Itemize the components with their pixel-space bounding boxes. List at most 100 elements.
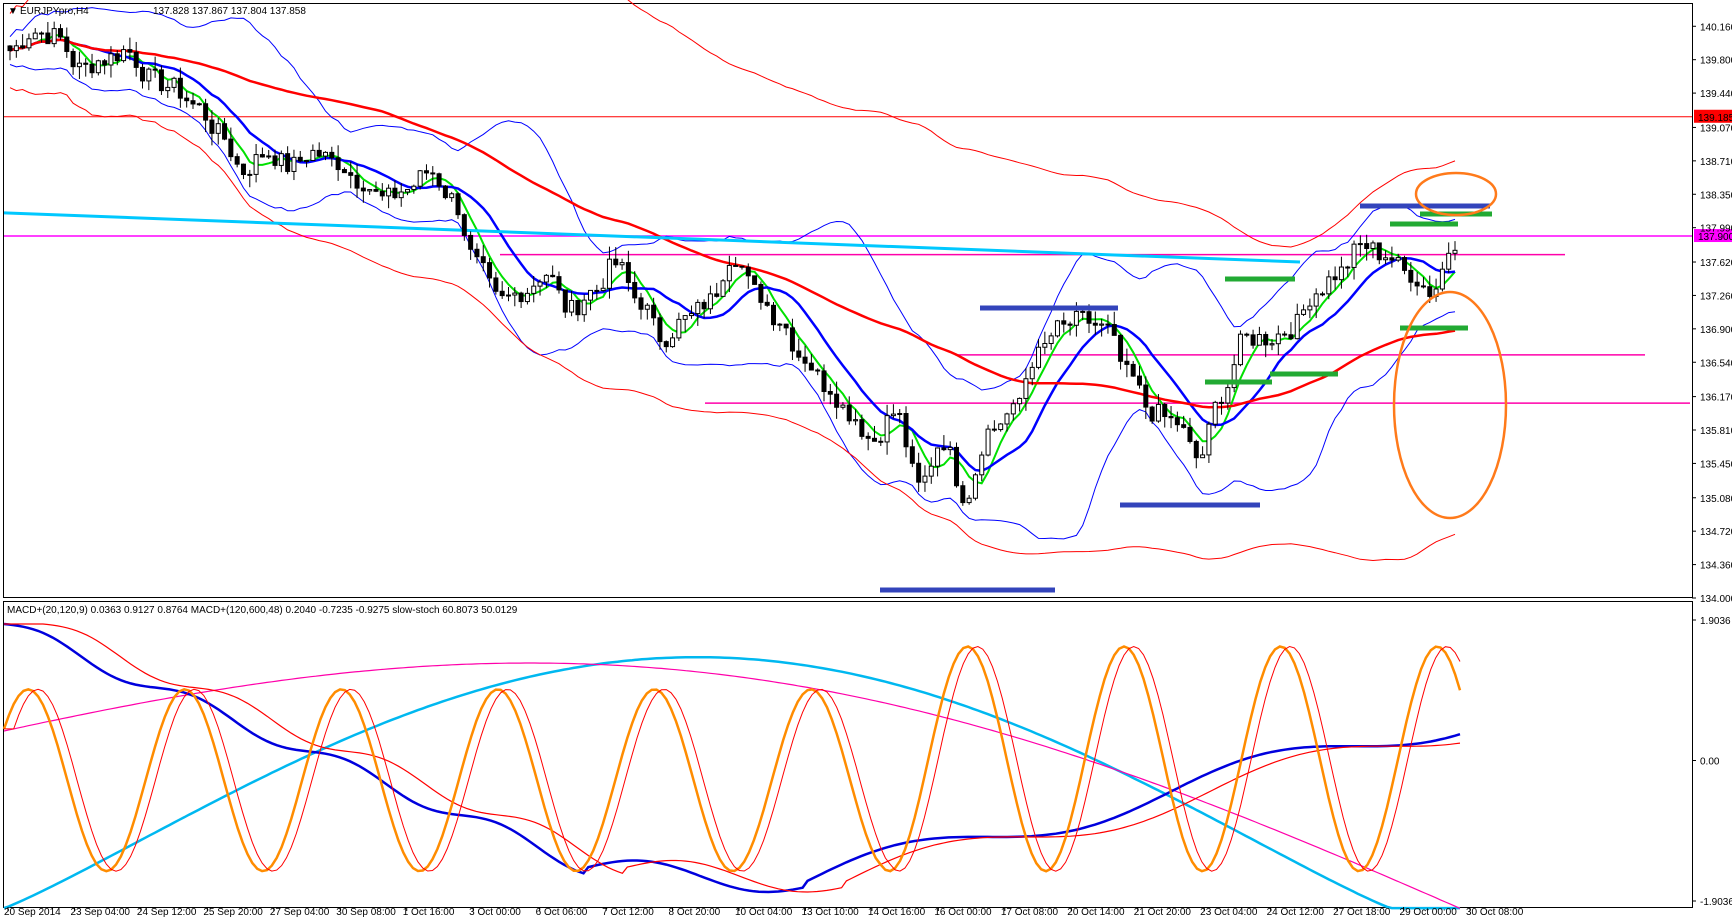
chart-title: EURJPYpro,H4 [20, 6, 89, 17]
candle-body [840, 404, 846, 408]
price-tick-label: 138.710 [1700, 157, 1732, 168]
candle-body [518, 292, 524, 303]
candle-body [316, 149, 322, 157]
price-tick-label: 135.450 [1700, 459, 1732, 470]
price-tick-label: 136.900 [1700, 325, 1732, 336]
current-price-tag: 137.900 [1698, 232, 1732, 243]
candle-body [651, 304, 657, 319]
candle-body [941, 447, 947, 451]
price-tick-label: 136.170 [1700, 393, 1732, 404]
candle-body [272, 155, 278, 166]
candle-body [588, 289, 594, 301]
candle-body [215, 123, 221, 134]
candle-body [304, 159, 310, 162]
candle-body [234, 156, 240, 165]
candle-body [1345, 266, 1351, 269]
time-tick-label: 23 Sep 04:00 [70, 907, 130, 917]
stoch-d-red [4, 645, 1461, 872]
candle-body [632, 281, 638, 299]
time-tick-label: 27 Oct 18:00 [1333, 907, 1391, 917]
candle-body [1004, 413, 1010, 425]
candle-body [1301, 309, 1307, 315]
candle-body [487, 262, 493, 279]
macd-tick-label: 1.9036 [1700, 616, 1731, 627]
candle-body [7, 45, 13, 52]
candle-body [985, 428, 991, 456]
candle-body [531, 285, 537, 294]
candlesticks [7, 21, 1458, 506]
candle-body [991, 428, 997, 431]
candle-body [291, 156, 297, 172]
candle-body [1099, 323, 1105, 326]
candle-body [670, 337, 676, 348]
candle-body [739, 265, 745, 268]
candle-body [442, 185, 448, 199]
macd-panel-label: MACD+(20,120,9) 0.0363 0.9127 0.8764 MAC… [7, 605, 518, 616]
candle-body [796, 350, 802, 358]
highlight-ellipse-bottom [1392, 290, 1508, 520]
candle-body [745, 266, 751, 277]
price-tick-label: 134.720 [1700, 527, 1732, 538]
candle-body [1263, 334, 1269, 346]
time-tick-label: 27 Sep 04:00 [270, 907, 330, 917]
bb-upper-red [9, 0, 1456, 248]
candle-body [253, 154, 259, 175]
candle-body [57, 28, 63, 38]
macd-long-cyan [3, 655, 1460, 910]
candle-body [1408, 269, 1414, 283]
candle-body [966, 497, 972, 504]
time-tick-label: 7 Oct 12:00 [602, 907, 654, 917]
candle-body [203, 103, 209, 121]
candle-body [1118, 334, 1124, 362]
candle-body [688, 313, 694, 317]
candle-body [1080, 310, 1086, 313]
candle-body [1420, 285, 1426, 288]
bb-upper-blue [9, 7, 1456, 391]
candle-body [764, 301, 770, 306]
current-tag-bg [1694, 229, 1732, 243]
candle-body [1054, 320, 1060, 337]
candle-body [550, 274, 556, 278]
price-tick-label: 139.440 [1700, 89, 1732, 100]
candle-body [903, 413, 909, 448]
candle-body [417, 170, 423, 187]
candle-body [865, 435, 871, 439]
resistance-tag-bg [1694, 109, 1732, 123]
candle-body [644, 304, 650, 310]
price-tick-label: 140.160 [1700, 22, 1732, 33]
candle-body [707, 293, 713, 310]
candle-body [1130, 363, 1136, 377]
time-tick-label: 24 Oct 12:00 [1267, 907, 1325, 917]
candle-body [512, 292, 518, 296]
horizontal-levels [4, 109, 1732, 404]
candle-body [461, 214, 467, 236]
candle-body [1313, 293, 1319, 307]
candle-body [884, 415, 890, 443]
candle-body [846, 404, 852, 422]
candle-body [127, 49, 133, 53]
candle-body [1395, 257, 1401, 261]
candle-body [26, 38, 32, 49]
candle-body [1307, 305, 1313, 311]
candle-body [323, 151, 329, 157]
candle-body [808, 362, 814, 371]
macd-short-blue [3, 622, 1461, 894]
candle-body [114, 53, 120, 62]
chart-title-arrow[interactable]: ▼ [8, 6, 18, 17]
candle-body [1402, 257, 1408, 271]
candle-body [815, 369, 821, 372]
candle-body [922, 475, 928, 483]
candle-body [827, 391, 833, 395]
candle-body [537, 281, 543, 287]
candle-body [954, 446, 960, 487]
time-tick-label: 23 Oct 04:00 [1200, 907, 1258, 917]
candle-body [853, 419, 859, 422]
candle-body [158, 69, 164, 92]
candle-body [1042, 343, 1048, 348]
candle-body [360, 187, 366, 192]
candle-body [802, 356, 808, 364]
candle-body [909, 446, 915, 464]
time-tick-label: 3 Oct 00:00 [469, 907, 521, 917]
candle-body [613, 258, 619, 266]
candle-body [1364, 243, 1370, 250]
